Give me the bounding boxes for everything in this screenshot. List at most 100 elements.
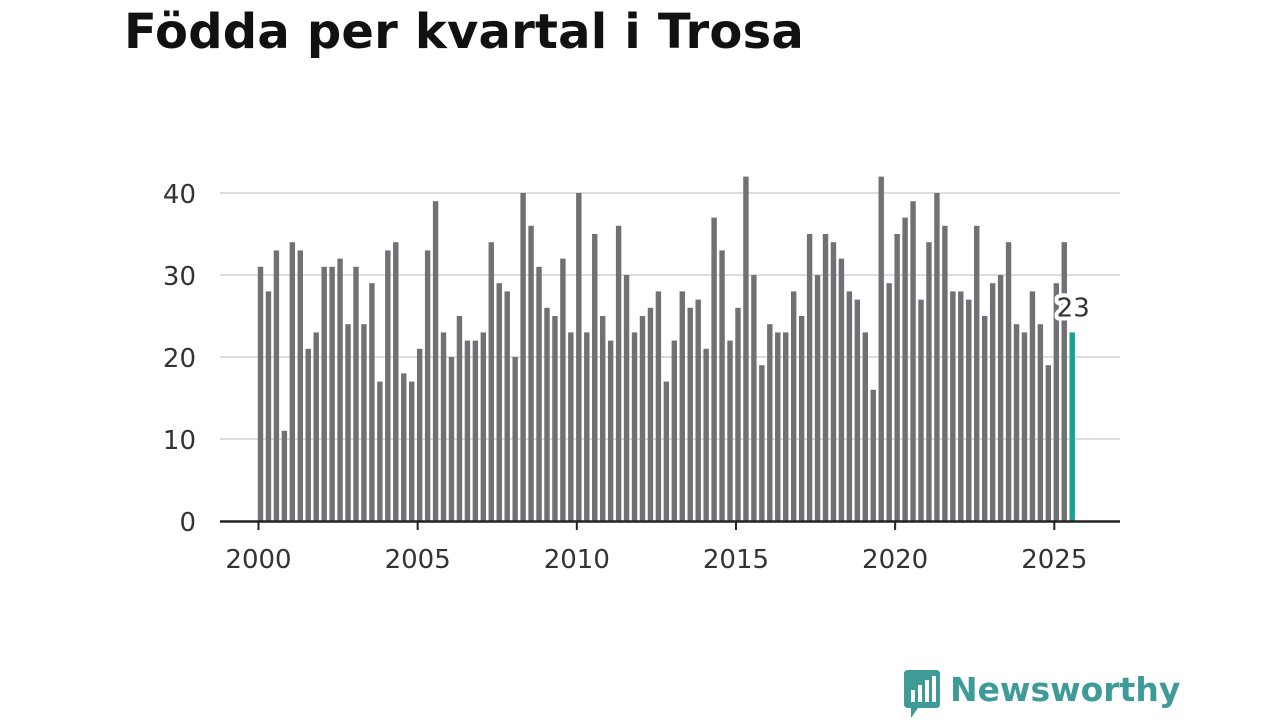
axes: 0 10 20 30 40 2000 2005 2010 2015 2020 2025 (163, 180, 1120, 575)
y-tick-label: 10 (163, 426, 196, 456)
bar (592, 234, 598, 521)
bar (584, 332, 590, 521)
bar (480, 332, 487, 521)
bar (822, 234, 829, 521)
bars (257, 176, 1075, 522)
bar (361, 324, 367, 521)
bar (496, 283, 502, 521)
x-tick-label: 2005 (385, 545, 451, 575)
bar (504, 291, 510, 521)
bar (1013, 324, 1020, 521)
bar (854, 299, 861, 521)
bar (838, 258, 845, 521)
bar (1029, 291, 1036, 521)
bar (297, 250, 303, 521)
bar (440, 332, 447, 521)
bar (767, 324, 773, 521)
bar (257, 266, 264, 521)
bar (536, 266, 542, 521)
bar (472, 340, 479, 521)
bar (393, 242, 399, 521)
bar (783, 332, 789, 521)
bar (432, 201, 439, 521)
bar (743, 176, 749, 521)
bar (918, 299, 924, 521)
brand-name: Newsworthy (950, 670, 1181, 709)
bar (1045, 365, 1052, 521)
bar (1021, 332, 1028, 521)
bar (448, 357, 455, 521)
bar (997, 275, 1004, 521)
brand-logo: Newsworthy (902, 668, 1180, 720)
bar (639, 316, 646, 521)
y-tick-label: 30 (163, 262, 196, 292)
bar (305, 348, 311, 521)
bar (647, 307, 654, 521)
bar (424, 250, 431, 521)
bar (703, 348, 709, 521)
bar (321, 266, 327, 521)
bar (369, 283, 375, 521)
chart-title: Födda per kvartal i Trosa (124, 4, 804, 60)
bar-highlight (1069, 332, 1075, 521)
bar (981, 316, 988, 521)
bar (814, 275, 821, 521)
y-tick-label: 0 (179, 508, 196, 538)
bar (385, 250, 391, 521)
bar (798, 316, 805, 521)
bar (711, 217, 717, 521)
bar (655, 291, 662, 521)
bar (886, 283, 892, 521)
bar (862, 332, 869, 521)
data-label-halo: 23 (1057, 293, 1090, 323)
y-tick-label: 20 (163, 344, 196, 374)
bar (806, 234, 813, 521)
y-tick-label: 40 (163, 180, 196, 210)
bar (759, 365, 765, 521)
bar (512, 357, 518, 521)
bar (615, 225, 622, 522)
bar (671, 340, 678, 521)
bar (409, 381, 415, 521)
bar (878, 176, 884, 521)
bar (544, 307, 550, 521)
x-tick-label: 2010 (544, 545, 610, 575)
bar (942, 225, 948, 522)
bar (552, 316, 558, 521)
bar (416, 348, 423, 521)
bar (623, 275, 630, 521)
bar (528, 225, 534, 522)
bar (894, 234, 900, 521)
bar (966, 299, 972, 521)
x-tick-label: 2000 (225, 545, 291, 575)
bar (687, 307, 693, 521)
bar (1061, 242, 1067, 521)
bar (735, 307, 741, 521)
bar (377, 381, 383, 521)
bar (520, 193, 526, 521)
bar (751, 275, 757, 521)
bar (599, 316, 606, 521)
bar (337, 258, 343, 521)
bar (870, 389, 876, 521)
bar (934, 193, 940, 521)
bar (902, 217, 908, 521)
bar (719, 250, 725, 521)
bar (281, 430, 288, 521)
bar (1037, 324, 1044, 521)
bar (830, 242, 837, 521)
bar (1053, 283, 1059, 521)
bar (401, 373, 407, 521)
bar (910, 201, 916, 521)
bar (663, 381, 670, 521)
x-tick-label: 2025 (1021, 545, 1087, 575)
bar (289, 242, 296, 521)
x-tick-label: 2015 (703, 545, 769, 575)
bar (568, 332, 574, 521)
bar (631, 332, 638, 521)
bar (273, 250, 280, 521)
bar (989, 283, 996, 521)
bar (790, 291, 797, 521)
